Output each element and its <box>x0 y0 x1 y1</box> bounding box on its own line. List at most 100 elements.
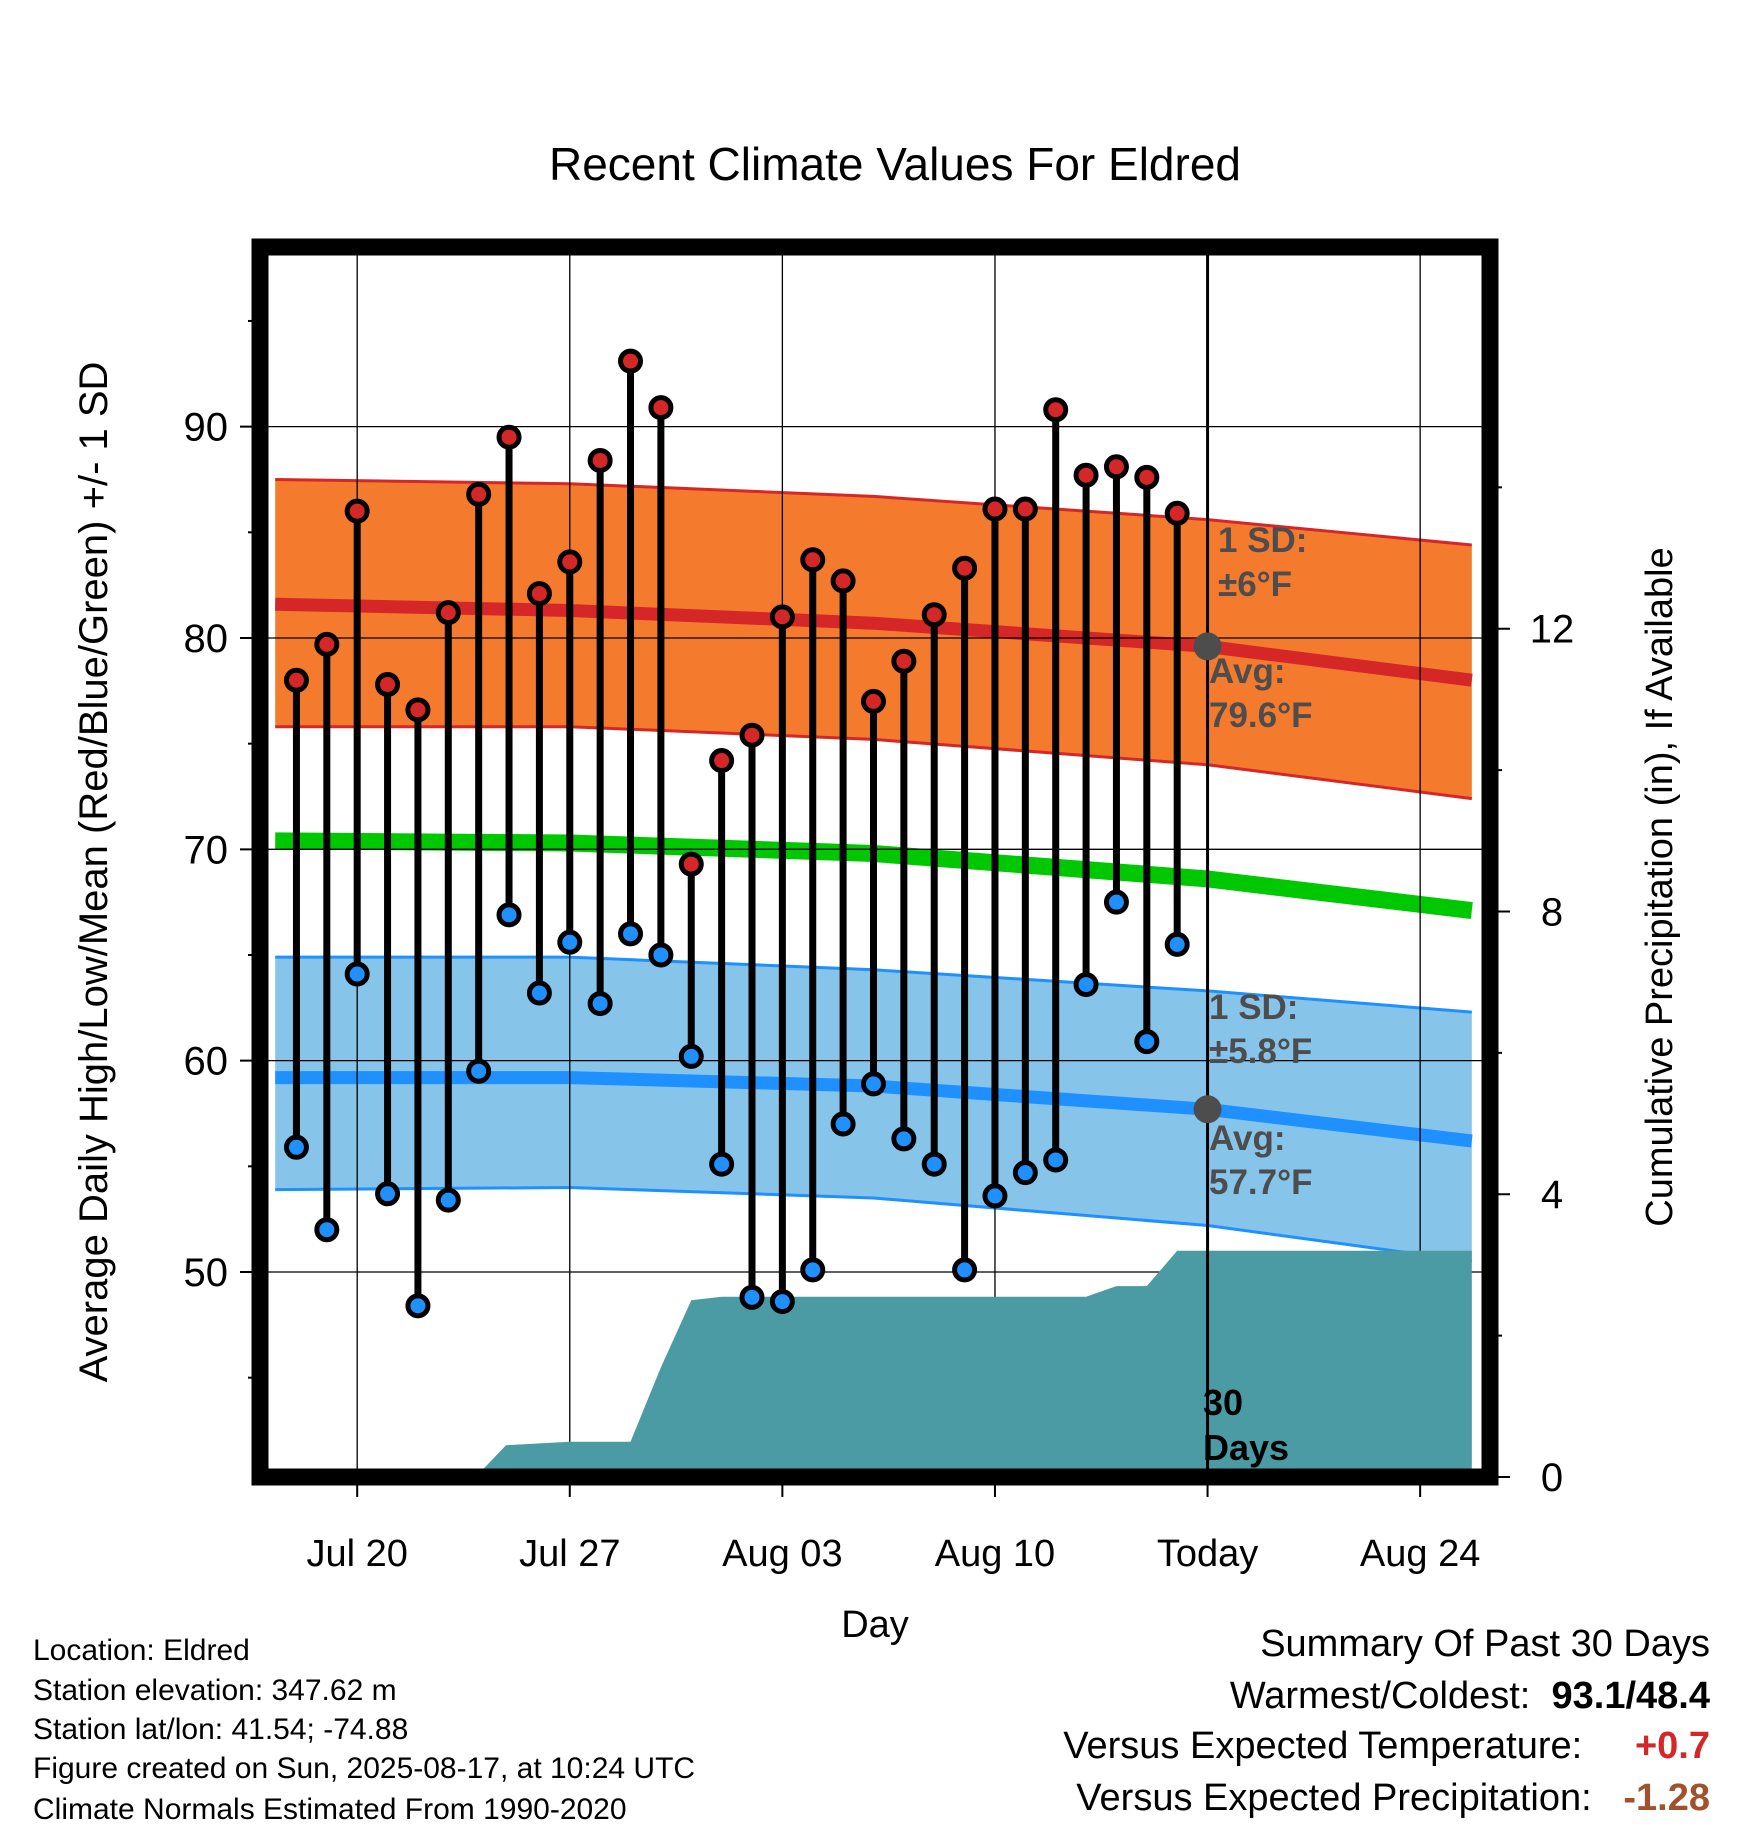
low-avg-value: 57.7°F <box>1209 1163 1313 1202</box>
high-point-19 <box>860 688 886 714</box>
low-point-4 <box>405 1293 431 1319</box>
low-point-23 <box>982 1183 1008 1209</box>
high-point-9 <box>557 549 583 575</box>
summary-precipitation: Versus Expected Precipitation: -1.28 <box>1076 1779 1710 1817</box>
precip-value: -1.28 <box>1623 1777 1710 1819</box>
low-point-17 <box>800 1257 826 1283</box>
low-point-12 <box>648 942 674 968</box>
low-avg-label: Avg: <box>1209 1119 1285 1158</box>
low-point-24 <box>1012 1160 1038 1186</box>
high-point-7 <box>496 424 522 450</box>
high-sd-value: ±6°F <box>1218 565 1292 604</box>
warmest-value: 93.1 <box>1551 1675 1626 1717</box>
low-average-marker <box>1193 1095 1222 1124</box>
high-point-6 <box>466 481 492 507</box>
temp-value: +0.7 <box>1634 1725 1710 1767</box>
high-point-15 <box>739 722 765 748</box>
x-tick-label-3: Aug 10 <box>935 1533 1055 1575</box>
y-tick-label-0: 50 <box>184 1251 229 1295</box>
high-avg-label: Avg: <box>1209 652 1285 691</box>
high-point-26 <box>1073 462 1099 488</box>
low-point-16 <box>769 1289 795 1315</box>
info-location: Location: Eldred <box>33 1634 250 1667</box>
low-point-28 <box>1134 1029 1160 1055</box>
plot-frame <box>251 238 1499 1486</box>
coldest-value: 48.4 <box>1636 1675 1710 1717</box>
low-point-15 <box>739 1284 765 1310</box>
low-sd-value: ±5.8°F <box>1209 1032 1312 1071</box>
y-tick-label-3: 80 <box>184 617 229 661</box>
summary-warm-cold: Warmest/Coldest: 93.1/48.4 <box>1230 1677 1710 1715</box>
low-point-3 <box>375 1181 401 1207</box>
y-right-tick-label-1: 4 <box>1541 1173 1563 1217</box>
low-point-25 <box>1043 1147 1069 1173</box>
high-point-22 <box>952 555 978 581</box>
high-point-3 <box>375 671 401 697</box>
high-point-20 <box>891 648 917 674</box>
low-point-7 <box>496 902 522 928</box>
low-point-19 <box>860 1071 886 1097</box>
low-point-6 <box>466 1058 492 1084</box>
high-point-1 <box>314 631 340 657</box>
high-point-13 <box>678 851 704 877</box>
low-point-29 <box>1164 931 1190 957</box>
precipitation-area <box>275 1250 1472 1477</box>
high-average-line <box>275 597 1473 687</box>
high-point-16 <box>769 604 795 630</box>
high-point-24 <box>1012 496 1038 522</box>
high-point-4 <box>405 697 431 723</box>
high-point-11 <box>618 348 644 374</box>
high-point-28 <box>1134 464 1160 490</box>
low-point-11 <box>618 921 644 947</box>
low-point-9 <box>557 929 583 955</box>
high-point-14 <box>709 748 735 774</box>
info-created: Figure created on Sun, 2025-08-17, at 10… <box>33 1752 696 1785</box>
high-point-25 <box>1043 397 1069 423</box>
high-point-27 <box>1103 454 1129 480</box>
high-point-18 <box>830 568 856 594</box>
days-count-word: Days <box>1203 1427 1289 1468</box>
precip-label: Versus Expected Precipitation: <box>1076 1777 1592 1819</box>
temp-label: Versus Expected Temperature: <box>1063 1725 1583 1767</box>
y-axis-label-right: Cumulative Precipitation (in), If Availa… <box>1639 547 1681 1226</box>
y-right-tick-label-3: 12 <box>1530 608 1575 652</box>
x-tick-label-4: Today <box>1157 1533 1258 1575</box>
summary-temperature: Versus Expected Temperature: +0.7 <box>1063 1727 1710 1765</box>
low-point-0 <box>283 1134 309 1160</box>
high-point-29 <box>1164 500 1190 526</box>
low-point-18 <box>830 1111 856 1137</box>
high-point-0 <box>283 667 309 693</box>
y-right-tick-label-0: 0 <box>1541 1456 1563 1500</box>
high-band-upper-edge <box>275 478 1472 547</box>
low-point-20 <box>891 1126 917 1152</box>
low-point-1 <box>314 1217 340 1243</box>
low-point-21 <box>921 1151 947 1177</box>
info-latlon: Station lat/lon: 41.54; -74.88 <box>33 1713 409 1746</box>
chart-title: Recent Climate Values For Eldred <box>549 138 1241 190</box>
high-point-5 <box>435 600 461 626</box>
days-count-number: 30 <box>1203 1382 1243 1423</box>
high-average-marker <box>1193 632 1222 661</box>
y-tick-label-4: 90 <box>184 406 229 450</box>
high-point-21 <box>921 602 947 628</box>
high-avg-value: 79.6°F <box>1209 696 1313 735</box>
low-point-27 <box>1103 889 1129 915</box>
low-point-10 <box>587 991 613 1017</box>
y-right-tick-label-2: 8 <box>1541 890 1563 934</box>
low-point-5 <box>435 1187 461 1213</box>
y-axis-label: Average Daily High/Low/Mean (Red/Blue/Gr… <box>72 362 116 1383</box>
high-point-8 <box>526 581 552 607</box>
high-point-2 <box>344 498 370 524</box>
low-point-13 <box>678 1043 704 1069</box>
x-tick-label-0: Jul 20 <box>306 1533 407 1575</box>
y-tick-label-1: 60 <box>184 1040 229 1084</box>
x-tick-label-2: Aug 03 <box>722 1533 842 1575</box>
x-tick-label-1: Jul 27 <box>519 1533 620 1575</box>
high-sd-label: 1 SD: <box>1218 521 1307 560</box>
high-point-17 <box>800 547 826 573</box>
low-sd-band <box>275 957 1472 1262</box>
y-tick-label-2: 70 <box>184 828 229 872</box>
high-point-10 <box>587 447 613 473</box>
high-point-23 <box>982 496 1008 522</box>
